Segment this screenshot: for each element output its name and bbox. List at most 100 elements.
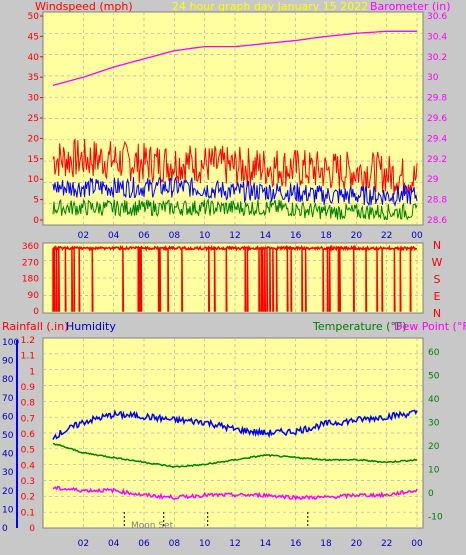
temp-x-tick-label: 08 xyxy=(169,539,181,549)
compass-letter: E xyxy=(434,290,441,303)
rainfall-axis-label: Rainfall (.in) xyxy=(2,320,69,333)
windspeed-tick-label: 30 xyxy=(28,94,40,104)
moon-set-label: Moon Set xyxy=(131,521,174,531)
wind-x-axis: 02 04 06 08 10 12 14 16 18 20 22 00 xyxy=(78,231,423,241)
windspeed-tick-label: 15 xyxy=(28,155,39,165)
wind-barometer-series xyxy=(52,30,418,221)
series-dew-point-line xyxy=(52,485,418,501)
temperature-tick-label: 20 xyxy=(428,442,440,452)
rainfall-tick-label: 0.9 xyxy=(21,383,36,393)
series-humidity-line xyxy=(52,409,418,440)
temp-x-tick-label: 20 xyxy=(351,539,363,549)
rainfall-tick-label: 0.3 xyxy=(21,477,35,487)
humidity-tick-label: 50 xyxy=(2,431,14,441)
wind-x-tick-label: 18 xyxy=(320,231,332,241)
series-barometer-line xyxy=(52,30,417,87)
temp-x-tick-label: 00 xyxy=(411,539,423,549)
windspeed-tick-label: 40 xyxy=(28,53,40,63)
humidity-tick-label: 20 xyxy=(2,487,14,497)
humidity-tick-label: 90 xyxy=(2,357,14,367)
direction-tick-label: 360 xyxy=(22,242,39,252)
compass-letter: S xyxy=(434,273,441,286)
wind-x-tick-label: 10 xyxy=(199,231,211,241)
temp-x-tick-label: 10 xyxy=(199,539,211,549)
temp-x-tick-label: 06 xyxy=(138,539,150,549)
rainfall-tick-label: 1.2 xyxy=(21,336,35,346)
windspeed-axis-label: Windspeed (mph) xyxy=(35,0,133,13)
temp-x-tick-label: 14 xyxy=(260,539,272,549)
moon-markers xyxy=(123,512,309,528)
temperature-tick-label: 30 xyxy=(428,418,440,428)
series-average-line xyxy=(52,176,418,207)
wind-direction-series xyxy=(52,244,418,312)
rainfall-tick-label: 1 xyxy=(29,367,35,377)
barometer-tick-label: 29.8 xyxy=(427,94,447,104)
barometer-tick-label: 29 xyxy=(427,175,439,185)
direction-tick-label: 270 xyxy=(22,258,39,268)
temperature-tick-label: 50 xyxy=(428,371,440,381)
temp-x-tick-label: 22 xyxy=(381,539,392,549)
windspeed-tick-label: 20 xyxy=(28,134,40,144)
rainfall-tick-label: 0.1 xyxy=(21,508,35,518)
temperature-axis-label: Temperature (°F) xyxy=(312,320,407,333)
barometer-tick-label: 30.4 xyxy=(427,32,447,42)
barometer-tick-label: 30.6 xyxy=(427,12,447,22)
wind-x-tick-label: 08 xyxy=(169,231,181,241)
rainfall-tick-label: 0.6 xyxy=(21,430,36,440)
rainfall-tick-label: 0.2 xyxy=(21,493,35,503)
windspeed-tick-label: 45 xyxy=(28,32,39,42)
temperature-tick-label: 0 xyxy=(428,489,434,499)
rainfall-tick-label: 0.5 xyxy=(21,446,35,456)
humidity-tick-label: 30 xyxy=(2,468,14,478)
rainfall-tick-label: 1.1 xyxy=(21,352,35,362)
humidity-tick-label: 80 xyxy=(2,375,14,385)
barometer-tick-label: 29.4 xyxy=(427,134,447,144)
rainfall-tick-label: 0.7 xyxy=(21,414,35,424)
series-temperature-line xyxy=(52,442,418,469)
wind-x-tick-label: 20 xyxy=(351,231,363,241)
direction-tick-label: 180 xyxy=(22,275,39,285)
temp-x-tick-label: 04 xyxy=(108,539,120,549)
humidity-tick-label: 100 xyxy=(2,338,19,348)
windspeed-tick-label: 50 xyxy=(28,12,40,22)
humidity-tick-label: 0 xyxy=(2,524,8,534)
wind-x-tick-label: 12 xyxy=(229,231,240,241)
direction-tick-label: 90 xyxy=(28,291,40,301)
wind-direction-line xyxy=(52,244,418,312)
wind-x-tick-label: 02 xyxy=(78,231,89,241)
temp-humidity-series xyxy=(52,409,418,501)
barometer-tick-label: 30.2 xyxy=(427,53,447,63)
humidity-tick-label: 40 xyxy=(2,450,14,460)
rainfall-tick-label: 0.4 xyxy=(21,461,36,471)
compass-letter: N xyxy=(433,239,441,252)
barometer-tick-label: 29.6 xyxy=(427,114,447,124)
humidity-y-axis: 0 10 20 30 40 50 60 70 80 90 100 xyxy=(2,338,19,534)
temperature-tick-label: 60 xyxy=(428,348,440,358)
humidity-tick-label: 70 xyxy=(2,394,14,404)
temperature-tick-label: 10 xyxy=(428,465,440,475)
barometer-y-axis: 28.6 28.8 29 29.2 29.4 29.6 29.8 30 30.2 30.4 30.6 xyxy=(427,12,447,226)
barometer-tick-label: 28.6 xyxy=(427,216,447,226)
temp-x-tick-label: 12 xyxy=(229,539,240,549)
rainfall-tick-label: 0.8 xyxy=(21,399,36,409)
windspeed-tick-label: 35 xyxy=(28,73,39,83)
compass-letter: N xyxy=(433,307,441,320)
series-gust-line xyxy=(52,138,418,195)
barometer-tick-label: 28.8 xyxy=(427,196,447,206)
windspeed-tick-label: 5 xyxy=(33,196,39,206)
barometer-tick-label: 30 xyxy=(427,73,439,83)
wind-x-tick-label: 00 xyxy=(411,231,423,241)
temp-x-tick-label: 16 xyxy=(290,539,302,549)
graph-date-title: 24 hour graph day January 15 2022 xyxy=(172,0,368,13)
barometer-tick-label: 29.2 xyxy=(427,155,447,165)
wind-x-tick-label: 22 xyxy=(381,231,392,241)
temperature-y-axis: -10 0 10 20 30 40 50 60 xyxy=(428,348,443,523)
temp-x-tick-label: 02 xyxy=(78,539,89,549)
rainfall-tick-label: 0 xyxy=(29,524,35,534)
series-wind-speed-line xyxy=(52,198,418,221)
wind-x-tick-label: 06 xyxy=(138,231,150,241)
windspeed-tick-label: 0 xyxy=(33,216,39,226)
